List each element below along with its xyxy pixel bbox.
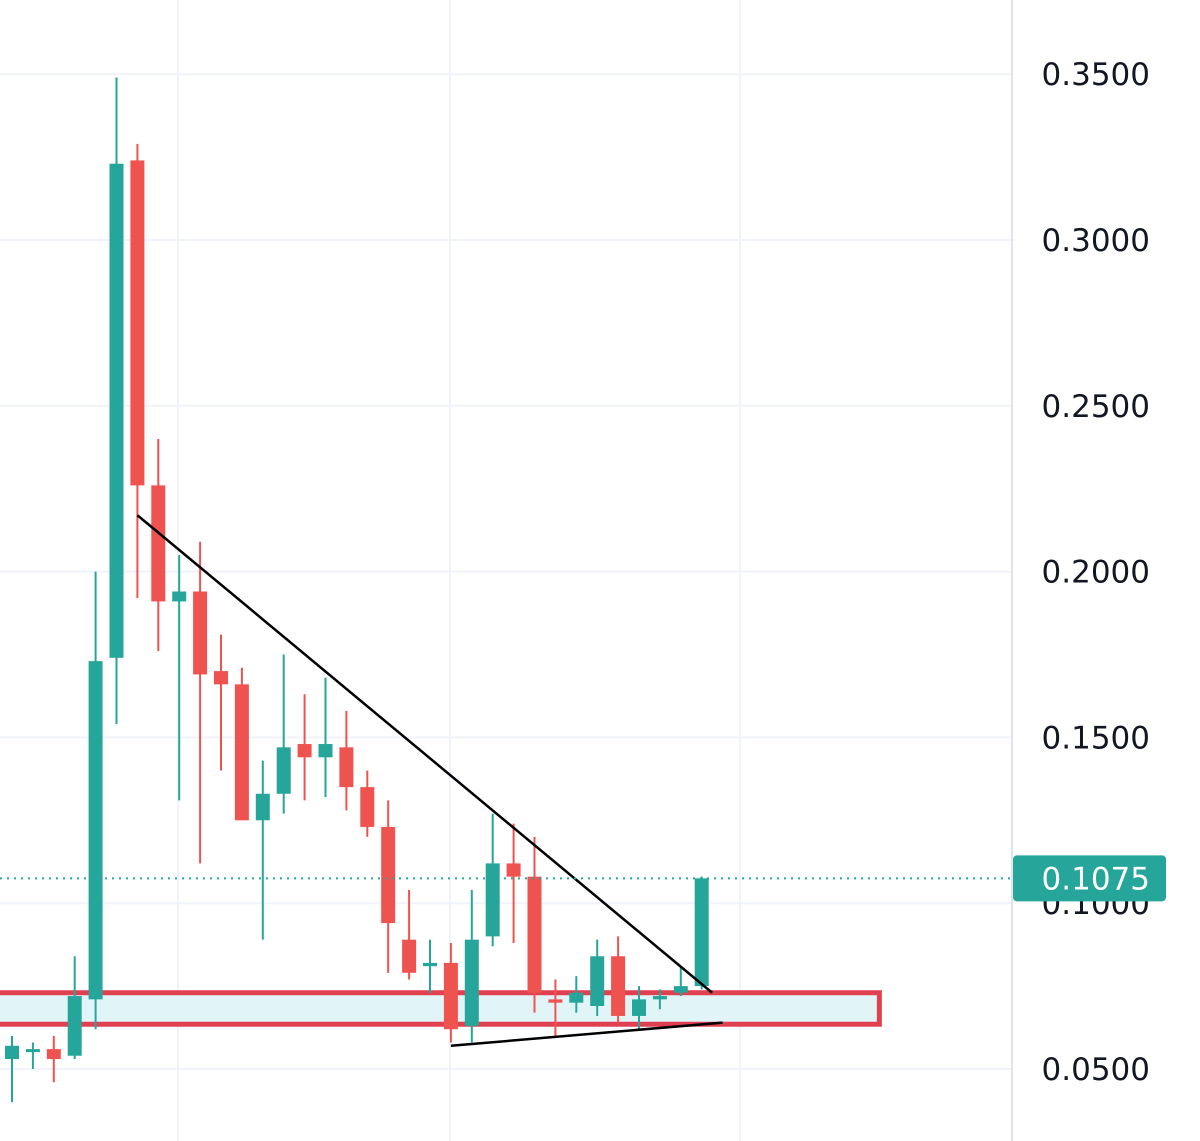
candle-body <box>590 956 605 1006</box>
candle-body <box>402 939 417 973</box>
candle-body <box>464 939 479 1026</box>
candle-body <box>443 962 458 1030</box>
candle-bullish <box>172 555 187 801</box>
candle-body <box>611 956 626 1016</box>
candle-body <box>632 999 646 1016</box>
candle-body <box>339 747 354 788</box>
candle-bearish <box>611 936 626 1023</box>
trendlines-layer <box>0 514 1012 1048</box>
candle-bullish <box>632 986 646 1030</box>
price-tick-label: 0.2000 <box>1042 555 1150 591</box>
candle-bullish <box>694 876 709 990</box>
candle-bearish <box>130 143 145 599</box>
candle-body <box>255 793 270 821</box>
candle-bullish <box>590 939 605 1016</box>
candle-bullish <box>485 813 500 947</box>
price-tick-label: 0.1500 <box>1042 720 1150 756</box>
candle-bearish <box>234 667 249 821</box>
candle-bearish <box>339 710 354 811</box>
price-tick-label: 0.3000 <box>1042 223 1150 259</box>
candle-bearish <box>193 541 208 864</box>
candle-bullish <box>25 1042 40 1069</box>
candle-body <box>130 160 145 486</box>
candle-body <box>360 787 375 827</box>
candle-bullish <box>109 77 124 725</box>
candle-bearish <box>443 942 458 1043</box>
candle-bearish <box>381 800 396 973</box>
price-tick-label: 0.0500 <box>1042 1052 1150 1088</box>
candle-bullish <box>67 956 82 1060</box>
candle-bearish <box>360 770 375 837</box>
candle-body <box>506 863 521 877</box>
candle-body <box>318 744 333 758</box>
price-axis[interactable]: 0.05000.10000.15000.20000.25000.30000.35… <box>1011 0 1150 1141</box>
candle-body <box>569 992 584 1003</box>
candle-bullish <box>318 677 333 798</box>
candle-body <box>172 591 187 602</box>
candle-bearish <box>46 1035 61 1083</box>
candle-body <box>109 163 124 658</box>
candle-body <box>548 999 563 1003</box>
candle-bearish <box>402 889 417 980</box>
candle-bullish <box>88 571 103 1030</box>
candle-bearish <box>297 694 312 801</box>
candle-body <box>88 661 103 1000</box>
candle-bullish <box>255 760 270 940</box>
candle-body <box>234 684 249 821</box>
candle-body <box>193 591 208 675</box>
support-zone-box <box>0 990 882 1027</box>
candle-bullish <box>276 654 291 814</box>
candle-body <box>276 747 291 794</box>
candle-bullish <box>5 1035 19 1103</box>
candle-body <box>423 962 437 967</box>
candle-bullish <box>423 939 437 993</box>
candle-body <box>652 996 667 1000</box>
candle-body <box>485 863 500 937</box>
candle-body <box>151 485 166 602</box>
support-trend-line <box>450 1021 723 1048</box>
downtrend-line <box>136 514 713 994</box>
candle-bearish <box>548 979 563 1036</box>
grid-layer <box>0 0 1012 1141</box>
candle-body <box>527 876 542 993</box>
candle-body <box>25 1049 40 1053</box>
candle-body <box>297 744 312 758</box>
current-price-badge-layer: 0.1075 <box>1013 855 1166 902</box>
candles-layer <box>5 77 709 1103</box>
candle-bullish <box>464 889 479 1043</box>
candle-bearish <box>214 634 228 771</box>
current-price-label: 0.1075 <box>1042 861 1150 897</box>
price-tick-label: 0.3500 <box>1042 57 1150 93</box>
candle-body <box>67 996 82 1056</box>
current-price-badge <box>1013 855 1166 902</box>
candle-bullish <box>652 989 667 1010</box>
candle-bullish <box>569 976 584 1013</box>
candle-body <box>694 878 709 987</box>
support-zone-layer <box>0 990 882 1027</box>
candle-bullish <box>673 966 688 997</box>
candle-body <box>5 1045 19 1060</box>
price-tick-label: 0.2500 <box>1042 389 1150 425</box>
candle-body <box>46 1049 61 1060</box>
candle-bearish <box>506 823 521 943</box>
candle-bearish <box>527 836 542 1013</box>
candle-body <box>214 671 228 685</box>
candle-body <box>381 826 396 924</box>
candle-body <box>673 986 688 993</box>
candle-bearish <box>151 438 166 652</box>
